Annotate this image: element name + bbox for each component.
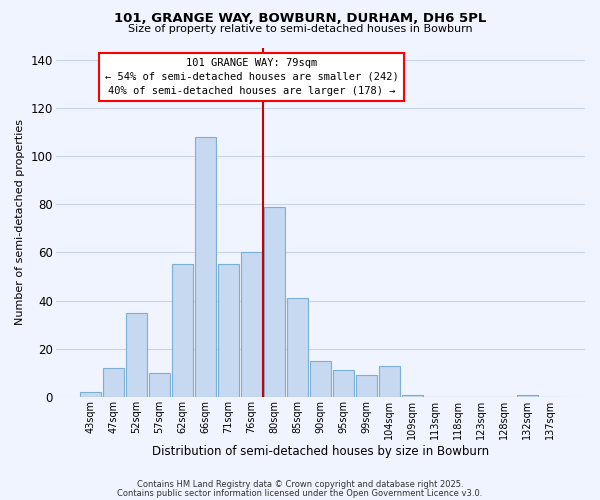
Y-axis label: Number of semi-detached properties: Number of semi-detached properties bbox=[15, 119, 25, 325]
Text: Contains public sector information licensed under the Open Government Licence v3: Contains public sector information licen… bbox=[118, 488, 482, 498]
X-axis label: Distribution of semi-detached houses by size in Bowburn: Distribution of semi-detached houses by … bbox=[152, 444, 489, 458]
Bar bbox=[356, 375, 377, 397]
Bar bbox=[310, 361, 331, 397]
Bar bbox=[517, 394, 538, 397]
Text: 101 GRANGE WAY: 79sqm
← 54% of semi-detached houses are smaller (242)
40% of sem: 101 GRANGE WAY: 79sqm ← 54% of semi-deta… bbox=[104, 58, 398, 96]
Bar bbox=[287, 298, 308, 397]
Bar bbox=[149, 373, 170, 397]
Bar bbox=[379, 366, 400, 397]
Bar bbox=[172, 264, 193, 397]
Bar bbox=[333, 370, 354, 397]
Bar bbox=[195, 136, 216, 397]
Bar bbox=[402, 394, 423, 397]
Bar bbox=[218, 264, 239, 397]
Bar bbox=[241, 252, 262, 397]
Text: 101, GRANGE WAY, BOWBURN, DURHAM, DH6 5PL: 101, GRANGE WAY, BOWBURN, DURHAM, DH6 5P… bbox=[114, 12, 486, 26]
Text: Contains HM Land Registry data © Crown copyright and database right 2025.: Contains HM Land Registry data © Crown c… bbox=[137, 480, 463, 489]
Text: Size of property relative to semi-detached houses in Bowburn: Size of property relative to semi-detach… bbox=[128, 24, 472, 34]
Bar bbox=[264, 206, 285, 397]
Bar bbox=[126, 312, 147, 397]
Bar bbox=[80, 392, 101, 397]
Bar bbox=[103, 368, 124, 397]
